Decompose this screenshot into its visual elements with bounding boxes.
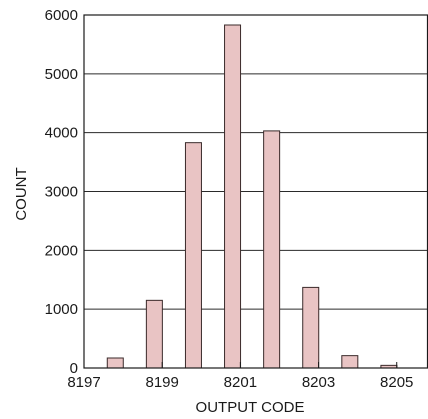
x-tick-label: 8199 [145, 374, 178, 391]
bar-4 [263, 130, 281, 369]
bar-2 [184, 142, 202, 369]
bar-6 [341, 355, 359, 369]
y-tick-label: 1000 [45, 301, 78, 318]
y-axis-title: COUNT [13, 167, 30, 220]
bar-0 [106, 357, 124, 369]
grid-lines [84, 73, 428, 310]
y-tick-label: 2000 [45, 242, 78, 259]
y-tick-label: 3000 [45, 184, 78, 201]
x-tick-label: 8205 [380, 374, 413, 391]
x-axis-title: OUTPUT CODE [196, 399, 305, 416]
x-tick-label: 8197 [67, 374, 100, 391]
x-tick-label: 8201 [224, 374, 257, 391]
bar-3 [224, 24, 242, 369]
tick-labels: 0 1000 2000 3000 4000 5000 6000 8197 8199 8201 820… [45, 7, 414, 391]
bar-1 [145, 299, 163, 369]
x-tick-label: 8203 [302, 374, 335, 391]
bars [106, 24, 398, 369]
y-tick-label: 6000 [45, 7, 78, 24]
y-tick-label: 0 [70, 360, 78, 377]
y-tick-label: 4000 [45, 125, 78, 142]
y-tick-label: 5000 [45, 66, 78, 83]
bar-5 [302, 286, 320, 369]
